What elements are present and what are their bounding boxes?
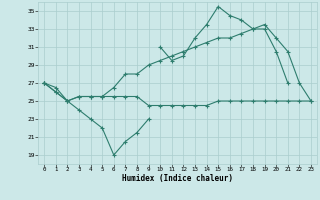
X-axis label: Humidex (Indice chaleur): Humidex (Indice chaleur) bbox=[122, 174, 233, 183]
